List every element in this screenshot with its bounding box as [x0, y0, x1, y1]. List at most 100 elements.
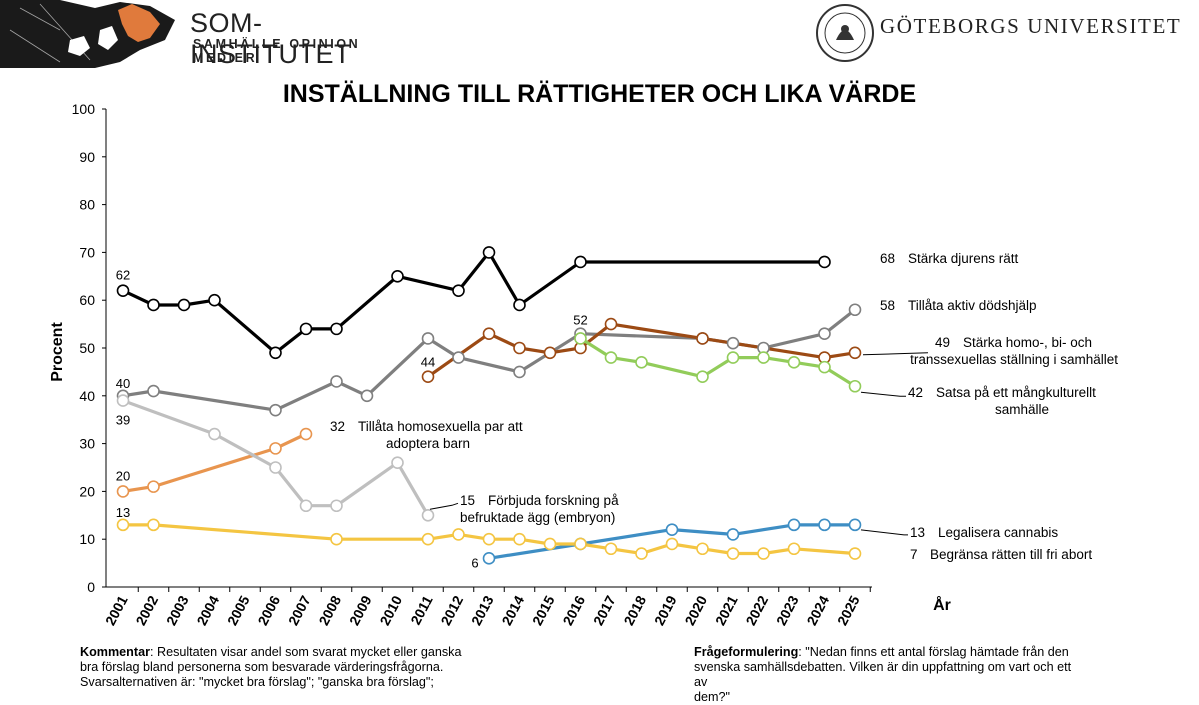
data-point	[848, 379, 862, 393]
data-point	[757, 351, 770, 364]
data-point	[360, 389, 374, 403]
data-point	[147, 518, 160, 532]
data-point	[513, 298, 526, 312]
comment-text-3: Svarsalternativen är: "mycket bra försla…	[80, 675, 434, 689]
data-point	[269, 346, 282, 360]
y-tick-label: 0	[87, 579, 95, 595]
data-point	[452, 284, 465, 297]
data-point	[696, 542, 709, 556]
question-text-1: : "Nedan finns ett antal förslag hämtade…	[798, 645, 1069, 659]
value-label: 13	[116, 505, 130, 520]
series-label: Förbjuda forskning på	[488, 493, 619, 508]
data-point	[818, 255, 831, 269]
x-tick-label: 2018	[620, 593, 649, 628]
series-line	[122, 399, 430, 517]
series-end-value: 42	[908, 385, 923, 400]
data-point	[848, 346, 862, 360]
series-end-value: 58	[880, 298, 895, 313]
y-tick-label: 40	[79, 388, 95, 404]
data-point	[787, 356, 801, 369]
data-point	[116, 518, 130, 532]
comment-block: Kommentar: Resultaten visar andel som sv…	[80, 645, 500, 690]
university-name: GÖTEBORGS UNIVERSITET	[880, 14, 1182, 38]
series-label: Tillåta homosexuella par att	[358, 419, 523, 434]
value-label: 52	[573, 313, 587, 328]
x-axis-title: År	[933, 595, 951, 614]
series-end-value: 13	[910, 525, 925, 540]
data-point	[116, 394, 130, 407]
value-label: 62	[116, 268, 130, 283]
x-tick-label: 2024	[803, 593, 832, 628]
org-tagline: SAMHÄLLE OPINION MEDIER	[193, 37, 361, 65]
data-point	[787, 542, 801, 556]
data-point	[269, 461, 282, 474]
x-tick-label: 2005	[224, 593, 253, 628]
data-point	[726, 351, 740, 364]
series-line	[122, 250, 825, 355]
data-point	[513, 532, 526, 546]
x-tick-label: 2011	[407, 593, 435, 628]
data-point	[848, 518, 862, 532]
data-point	[726, 528, 740, 541]
x-tick-label: 2012	[437, 593, 466, 628]
series-label: Begränsa rätten till fri abort	[930, 547, 1092, 562]
x-tick-label: 2019	[651, 593, 680, 628]
series-label: adoptera barn	[386, 436, 470, 451]
leader-line	[862, 352, 929, 356]
data-point	[818, 360, 831, 374]
y-tick-label: 10	[79, 531, 95, 547]
data-point	[421, 532, 435, 546]
x-tick-label: 2009	[346, 593, 375, 628]
comment-text-1: : Resultaten visar andel som svarat myck…	[149, 645, 462, 659]
data-point	[116, 284, 130, 297]
series-label: Legalisera cannabis	[938, 525, 1058, 540]
data-point	[543, 346, 557, 360]
data-point	[421, 370, 435, 383]
data-point	[177, 298, 191, 312]
x-tick-label: 2014	[498, 593, 527, 628]
data-point	[269, 403, 282, 417]
series-label: befruktade ägg (embryon)	[460, 510, 615, 525]
data-point	[848, 303, 862, 317]
data-point	[787, 518, 801, 532]
series-label: Satsa på ett mångkulturellt	[936, 385, 1096, 400]
x-tick-label: 2006	[254, 593, 283, 628]
data-point	[330, 322, 343, 336]
x-tick-label: 2015	[529, 593, 558, 628]
y-tick-label: 100	[72, 101, 96, 117]
data-point	[543, 537, 557, 551]
data-point	[330, 499, 343, 513]
data-point	[513, 341, 526, 355]
value-label: 44	[421, 355, 435, 370]
series-end-value: 32	[330, 419, 345, 434]
x-tick-label: 2016	[559, 593, 588, 628]
data-point	[513, 365, 526, 379]
y-tick-label: 20	[79, 483, 95, 499]
x-tick-label: 2023	[773, 593, 802, 628]
data-point	[147, 384, 160, 398]
y-tick-label: 70	[79, 244, 95, 260]
data-point	[330, 375, 343, 388]
data-point	[757, 547, 770, 560]
value-label: 40	[116, 376, 130, 391]
x-tick-label: 2010	[376, 593, 405, 628]
y-tick-label: 80	[79, 197, 95, 213]
value-label: 39	[116, 413, 130, 428]
comment-label: Kommentar	[80, 645, 150, 659]
chart-title: INSTÄLLNING TILL RÄTTIGHETER OCH LIKA VÄ…	[282, 80, 917, 108]
x-tick-label: 2022	[742, 593, 771, 628]
data-point	[848, 547, 862, 560]
series-line	[579, 337, 856, 388]
data-point	[299, 499, 313, 513]
data-point	[299, 427, 313, 441]
data-point	[147, 480, 160, 493]
y-tick-label: 50	[79, 340, 95, 356]
leader-line	[860, 391, 906, 397]
series-end-value: 49	[935, 335, 950, 350]
x-tick-label: 2017	[590, 593, 619, 628]
comment-text-2: bra förslag bland personerna som besvara…	[80, 660, 444, 674]
data-point	[665, 523, 679, 536]
data-point	[818, 518, 831, 532]
data-point	[147, 298, 160, 312]
